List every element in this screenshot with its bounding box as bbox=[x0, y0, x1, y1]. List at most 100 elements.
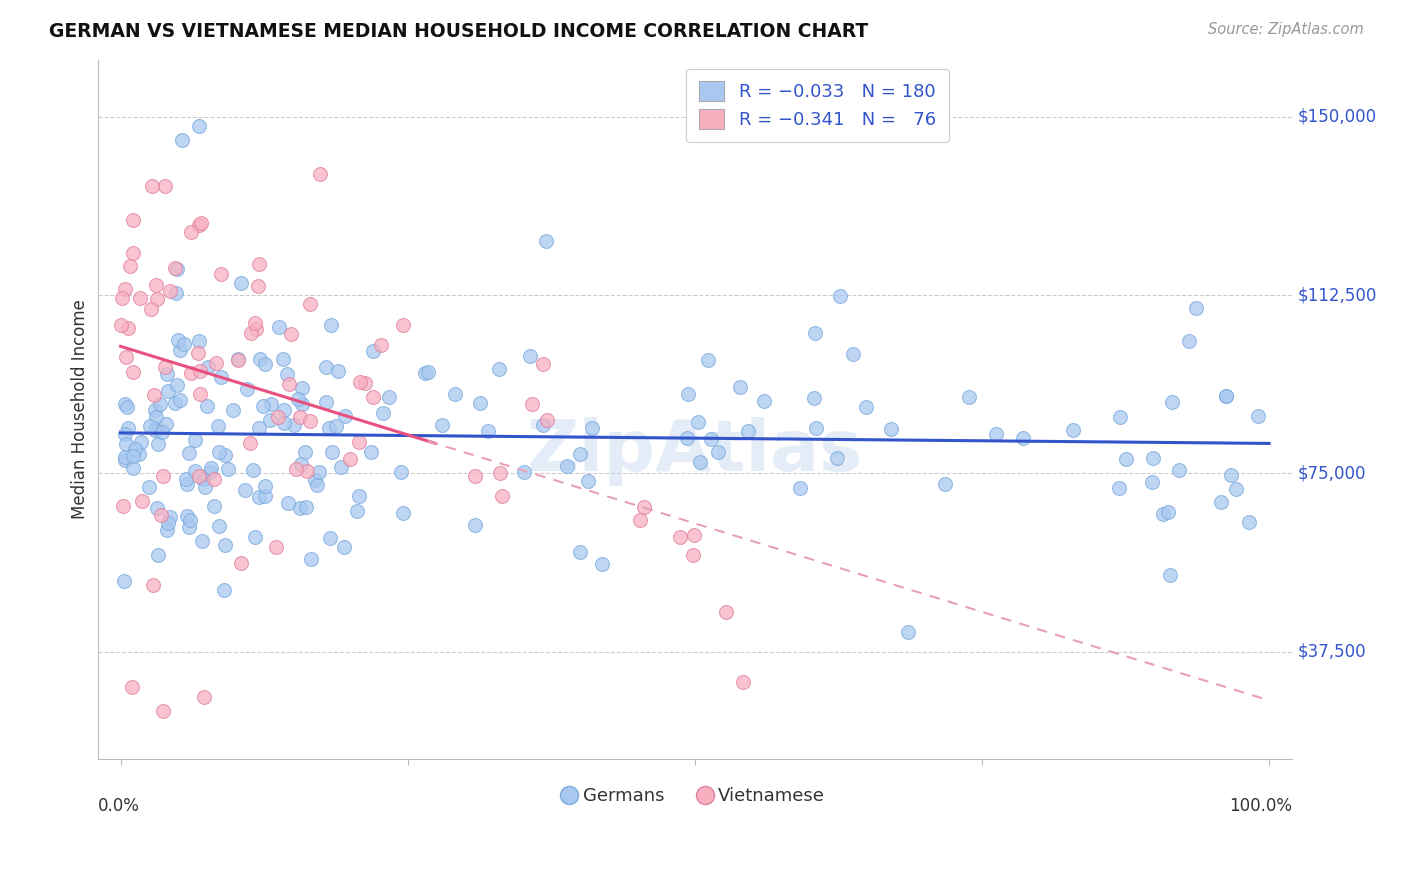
Point bbox=[1152, 507, 1174, 521]
Point bbox=[115, 436, 138, 450]
Point bbox=[249, 352, 271, 367]
Point bbox=[1225, 482, 1247, 496]
Point bbox=[184, 433, 207, 447]
Point bbox=[513, 465, 536, 479]
Point bbox=[280, 326, 302, 341]
Point bbox=[522, 397, 544, 411]
Point bbox=[315, 359, 337, 374]
Point bbox=[122, 365, 145, 379]
Point bbox=[165, 260, 187, 275]
Point bbox=[174, 472, 197, 486]
Point bbox=[190, 216, 212, 230]
Point bbox=[145, 278, 167, 293]
Point bbox=[707, 445, 730, 459]
Point bbox=[489, 466, 512, 480]
Point bbox=[304, 473, 326, 487]
Point bbox=[115, 350, 138, 364]
Point bbox=[569, 447, 592, 461]
Point bbox=[191, 471, 214, 485]
Text: $150,000: $150,000 bbox=[1298, 108, 1378, 126]
Point bbox=[470, 395, 492, 409]
Point bbox=[145, 409, 167, 424]
Point bbox=[730, 380, 752, 394]
Point bbox=[633, 500, 655, 515]
Point bbox=[264, 540, 287, 554]
Point bbox=[1167, 463, 1189, 477]
Point bbox=[1108, 482, 1130, 496]
Point bbox=[391, 507, 413, 521]
Point bbox=[519, 349, 541, 363]
Point bbox=[752, 393, 775, 408]
Point bbox=[142, 388, 165, 402]
Point bbox=[531, 417, 554, 432]
Point bbox=[179, 520, 201, 534]
Point bbox=[188, 119, 211, 133]
Point bbox=[335, 409, 357, 423]
Point bbox=[285, 461, 308, 475]
Point bbox=[252, 399, 274, 413]
Point bbox=[146, 500, 169, 515]
Point bbox=[464, 468, 486, 483]
Point bbox=[333, 540, 356, 554]
Point bbox=[957, 390, 980, 404]
Point bbox=[222, 402, 245, 417]
Point bbox=[239, 436, 262, 450]
Point bbox=[155, 417, 177, 432]
Point bbox=[253, 489, 276, 503]
Point bbox=[315, 394, 337, 409]
Point bbox=[177, 446, 200, 460]
Point bbox=[112, 574, 135, 588]
Point bbox=[299, 414, 322, 428]
Point bbox=[214, 538, 236, 552]
Point bbox=[855, 400, 877, 414]
Point bbox=[118, 260, 141, 274]
Point bbox=[1215, 389, 1237, 403]
Point bbox=[202, 499, 225, 513]
Point bbox=[880, 423, 903, 437]
Point bbox=[128, 447, 150, 461]
Point bbox=[789, 481, 811, 495]
Point bbox=[246, 278, 269, 293]
Point bbox=[197, 360, 219, 375]
Point bbox=[349, 375, 371, 389]
Point bbox=[1142, 451, 1164, 466]
Point bbox=[1062, 423, 1084, 437]
Point bbox=[273, 416, 295, 430]
Point bbox=[294, 445, 316, 459]
Point bbox=[150, 425, 173, 439]
Point bbox=[159, 285, 181, 299]
Point bbox=[169, 393, 191, 408]
Point bbox=[122, 245, 145, 260]
Point bbox=[299, 552, 322, 566]
Point bbox=[290, 457, 312, 471]
Point bbox=[156, 384, 179, 398]
Point bbox=[321, 445, 343, 459]
Point bbox=[267, 320, 290, 334]
Text: ZipAtlas: ZipAtlas bbox=[527, 417, 863, 485]
Point bbox=[114, 397, 136, 411]
Point bbox=[283, 417, 305, 432]
Point bbox=[194, 480, 217, 494]
Point bbox=[145, 420, 167, 434]
Point bbox=[115, 400, 138, 414]
Point bbox=[239, 326, 262, 340]
Point bbox=[737, 424, 759, 438]
Point bbox=[245, 322, 267, 336]
Point bbox=[187, 468, 209, 483]
Point bbox=[531, 357, 554, 371]
Point bbox=[318, 421, 340, 435]
Point bbox=[1237, 515, 1260, 529]
Point bbox=[700, 432, 723, 446]
Point bbox=[165, 285, 187, 300]
Point bbox=[555, 458, 578, 473]
Point bbox=[416, 366, 439, 380]
Point bbox=[825, 451, 848, 466]
Point bbox=[290, 397, 312, 411]
Point bbox=[159, 509, 181, 524]
Point bbox=[121, 681, 143, 695]
Point bbox=[180, 225, 202, 239]
Point bbox=[1115, 452, 1137, 467]
Point bbox=[378, 390, 401, 404]
Point bbox=[243, 316, 266, 330]
Text: GERMAN VS VIETNAMESE MEDIAN HOUSEHOLD INCOME CORRELATION CHART: GERMAN VS VIETNAMESE MEDIAN HOUSEHOLD IN… bbox=[49, 22, 869, 41]
